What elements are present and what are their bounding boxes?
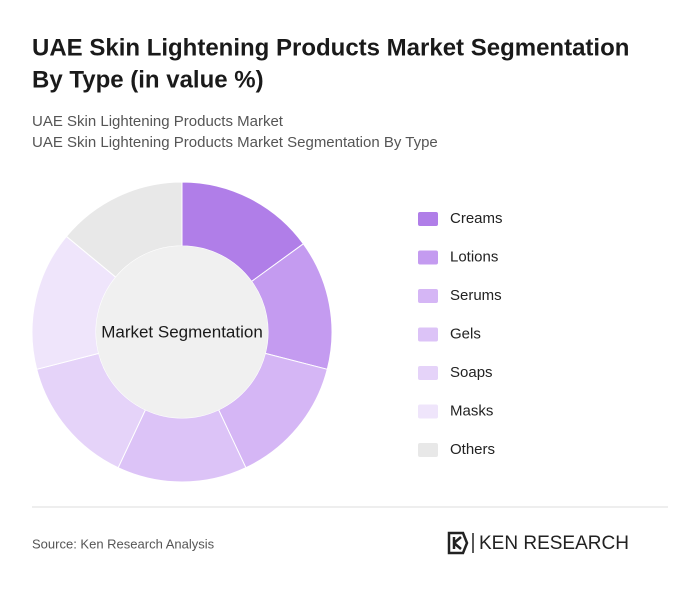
legend-swatch [418,250,438,265]
subtitle: UAE Skin Lightening Products Market [32,113,284,130]
subtitle: UAE Skin Lightening Products Market Segm… [32,134,438,151]
legend-swatch [418,289,438,303]
legend-swatch [418,327,438,342]
logo-icon [447,531,469,555]
logo-text: KEN RESEARCH [479,533,629,554]
donut-hole [96,246,268,418]
legend-label: Creams [450,210,503,227]
legend-swatch [418,404,438,419]
legend-label: Masks [450,402,493,419]
chart-title: By Type (in value %) [32,66,264,93]
legend-label: Others [450,441,495,458]
legend-label: Gels [450,325,481,342]
legend-label: Lotions [450,248,498,265]
logo: KEN RESEARCH [447,531,629,555]
legend-swatch [418,366,438,380]
source: Source: Ken Research Analysis [32,536,215,551]
legend-label: Soaps [450,364,493,381]
legend: Creams Lotions Serums Gels Soaps Masks Others [418,210,503,458]
legend-swatch [418,212,438,226]
chart-title: UAE Skin Lightening Products Market Segm… [32,34,629,61]
legend-swatch [418,443,438,457]
legend-label: Serums [450,287,502,304]
center-label: Market Segmentation [101,322,263,341]
donut [31,181,333,483]
logo-icon [452,536,462,550]
